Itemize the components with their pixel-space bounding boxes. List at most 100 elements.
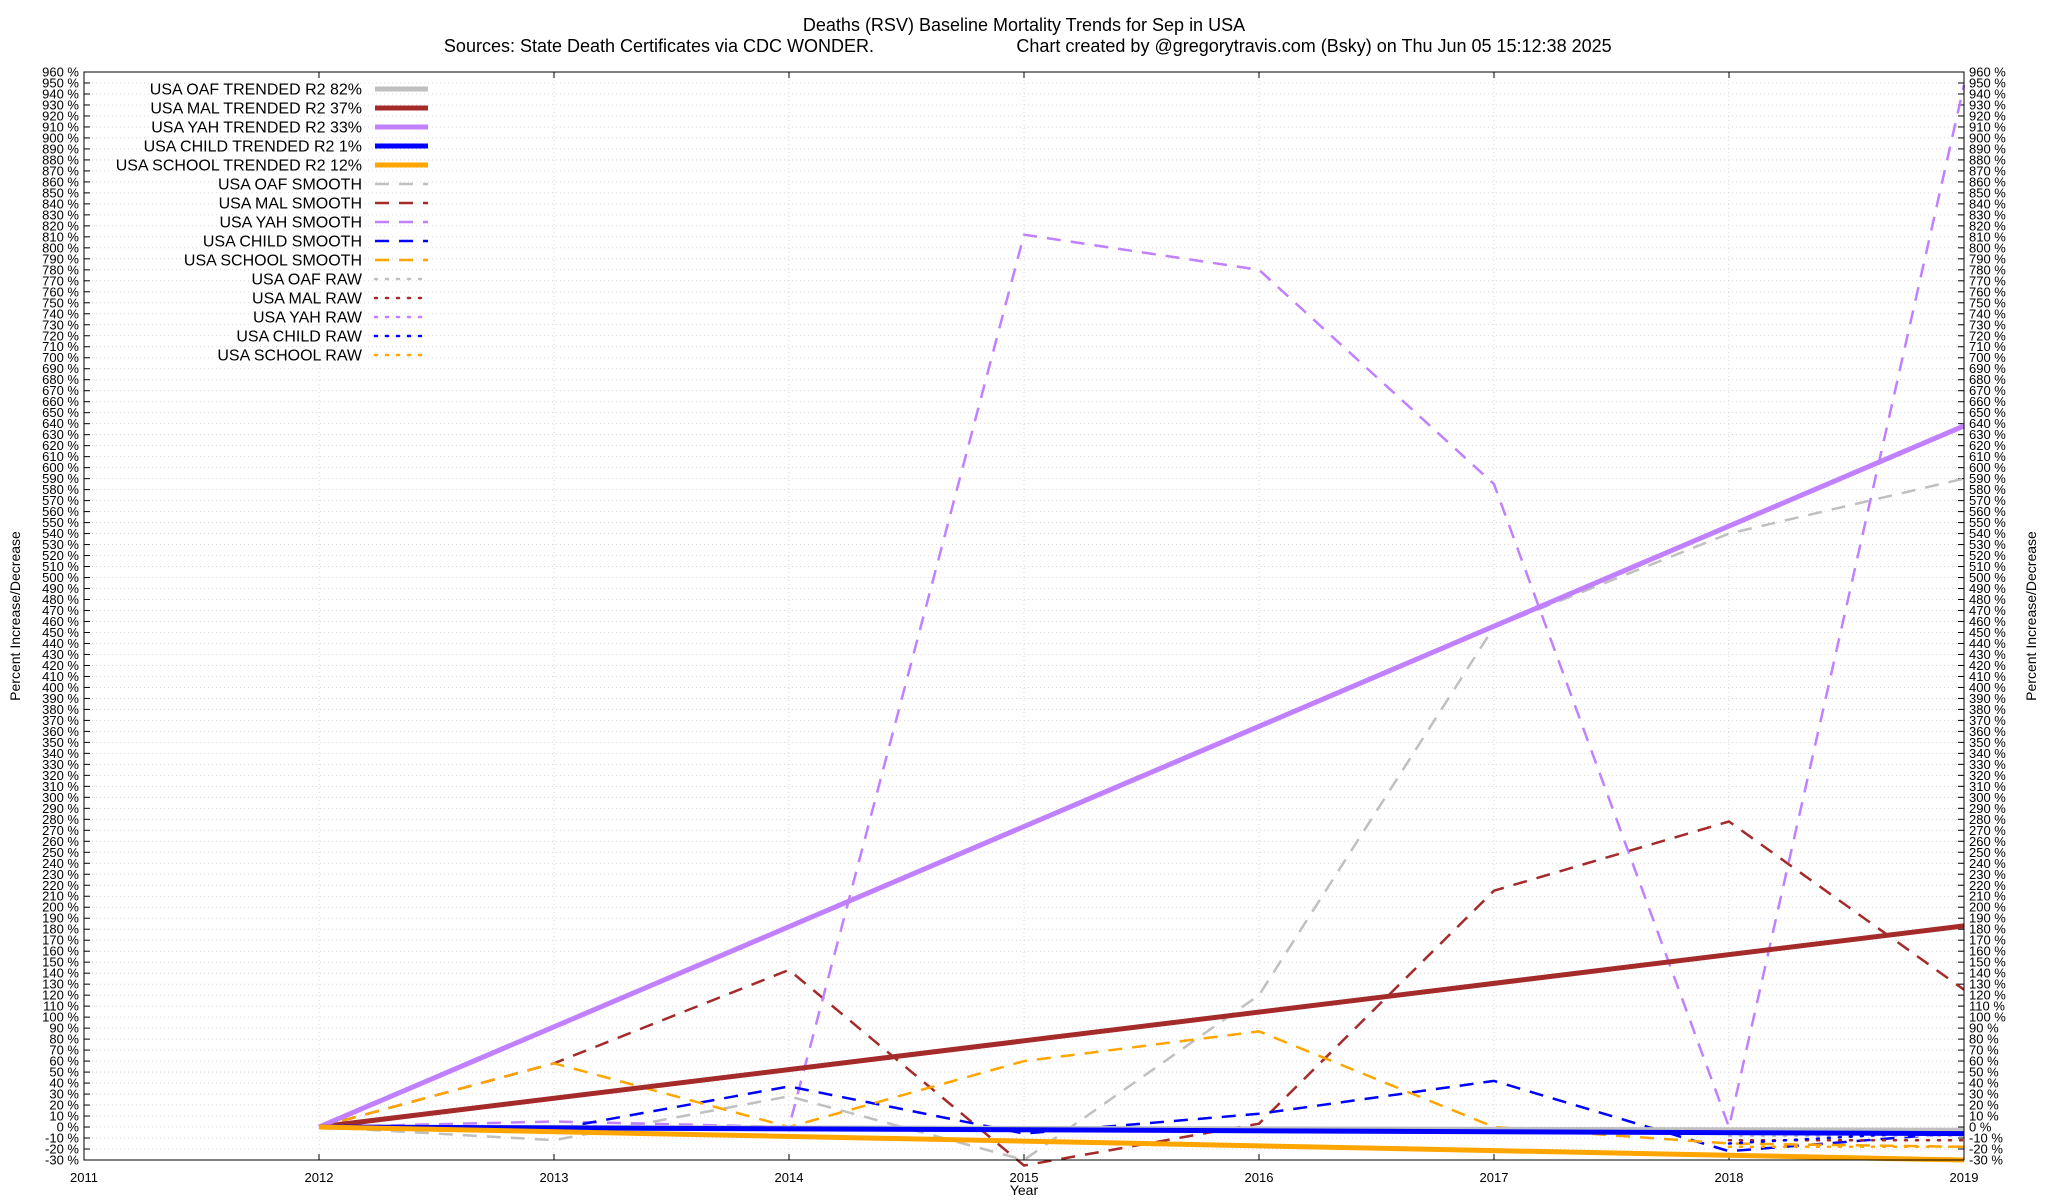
y-tick-label-left: 700 %	[42, 350, 79, 365]
series-line	[318, 423, 1965, 1130]
y-tick-label-left: 800 %	[42, 240, 79, 255]
y-tick-label-left: 190 %	[42, 911, 79, 926]
y-tick-label-left: 870 %	[42, 163, 79, 178]
chart-subtitle-sources: Sources: State Death Certificates via CD…	[444, 36, 874, 56]
y-tick-label-right: 910 %	[1969, 119, 2006, 134]
y-tick-label-right: 240 %	[1969, 856, 2006, 871]
y-tick-label-right: 560 %	[1969, 504, 2006, 519]
y-tick-label-left: 860 %	[42, 174, 79, 189]
legend: USA OAF TRENDED R2 82% USA MAL TRENDED R2…	[116, 82, 430, 365]
y-tick-label-right: 580 %	[1969, 482, 2006, 497]
y-tick-label-right: 290 %	[1969, 801, 2006, 816]
y-tick-label-right: 930 %	[1969, 97, 2006, 112]
legend-entry-label: USA MAL RAW	[252, 291, 363, 308]
y-tick-label-left: 510 %	[42, 559, 79, 574]
y-tick-label-left: 460 %	[42, 614, 79, 629]
y-tick-label-right: 320 %	[1969, 768, 2006, 783]
y-tick-label-left: 220 %	[42, 878, 79, 893]
y-tick-label-right: 90 %	[1969, 1021, 1999, 1036]
x-tick-label: 2013	[540, 1170, 569, 1185]
y-tick-label-right: 180 %	[1969, 922, 2006, 937]
y-tick-label-left: 520 %	[42, 548, 79, 563]
y-tick-label-left: 550 %	[42, 515, 79, 530]
y-tick-label-right: 340 %	[1969, 746, 2006, 761]
y-tick-label-right: 570 %	[1969, 493, 2006, 508]
y-tick-label-right: 20 %	[1969, 1098, 1999, 1113]
y-tick-label-left: 10 %	[49, 1109, 79, 1124]
y-tick-label-right: 500 %	[1969, 570, 2006, 585]
y-tick-label-right: 350 %	[1969, 735, 2006, 750]
y-tick-label-left: 260 %	[42, 834, 79, 849]
y-tick-label-left: 940 %	[42, 86, 79, 101]
y-tick-label-right: 40 %	[1969, 1076, 1999, 1091]
y-tick-label-right: 850 %	[1969, 185, 2006, 200]
x-tick-label: 2012	[305, 1170, 334, 1185]
y-tick-label-right: 550 %	[1969, 515, 2006, 530]
y-tick-label-left: 300 %	[42, 790, 79, 805]
y-tick-label-left: 710 %	[42, 339, 79, 354]
y-tick-label-right: -20 %	[1969, 1142, 2003, 1157]
y-tick-label-left: 560 %	[42, 504, 79, 519]
y-tick-label-right: 520 %	[1969, 548, 2006, 563]
y-tick-label-left: 890 %	[42, 141, 79, 156]
x-tick-label: 2017	[1480, 1170, 1509, 1185]
y-tick-label-left: 430 %	[42, 647, 79, 662]
y-tick-label-left: 920 %	[42, 108, 79, 123]
y-tick-label-right: 470 %	[1969, 603, 2006, 618]
y-tick-label-left: 320 %	[42, 768, 79, 783]
y-tick-label-right: 250 %	[1969, 845, 2006, 860]
y-tick-label-right: 230 %	[1969, 867, 2006, 882]
y-tick-label-left: 290 %	[42, 801, 79, 816]
plot-area-frame	[83, 71, 1965, 1161]
y-tick-label-right: 480 %	[1969, 592, 2006, 607]
y-tick-label-left: 620 %	[42, 438, 79, 453]
y-tick-label-left: 250 %	[42, 845, 79, 860]
y-axis-label-right: Percent Increase/Decrease	[2023, 531, 2039, 701]
y-tick-label-right: 400 %	[1969, 680, 2006, 695]
y-tick-label-left: 340 %	[42, 746, 79, 761]
y-tick-label-left: 410 %	[42, 669, 79, 684]
y-tick-label-right: 200 %	[1969, 900, 2006, 915]
y-tick-label-left: 80 %	[49, 1032, 79, 1047]
legend-entry-label: USA OAF TRENDED R2 82%	[150, 82, 362, 99]
y-tick-label-left: 330 %	[42, 757, 79, 772]
series-layer	[318, 84, 1966, 1167]
series-line	[318, 1124, 1965, 1137]
y-tick-label-right: 800 %	[1969, 240, 2006, 255]
y-tick-label-left: -10 %	[45, 1131, 79, 1146]
y-tick-label-right: 780 %	[1969, 262, 2006, 277]
y-tick-label-left: 280 %	[42, 812, 79, 827]
y-tick-label-left: -30 %	[45, 1153, 79, 1168]
y-tick-label-right: 740 %	[1969, 306, 2006, 321]
y-tick-label-left: 170 %	[42, 933, 79, 948]
legend-entry-label: USA CHILD SMOOTH	[203, 234, 362, 251]
y-tick-label-right: 640 %	[1969, 416, 2006, 431]
y-tick-label-left: 670 %	[42, 383, 79, 398]
y-tick-label-right: 540 %	[1969, 526, 2006, 541]
y-tick-label-right: 690 %	[1969, 361, 2006, 376]
y-tick-label-right: 210 %	[1969, 889, 2006, 904]
y-tick-label-right: 950 %	[1969, 75, 2006, 90]
y-tick-label-right: 890 %	[1969, 141, 2006, 156]
y-tick-label-right: 100 %	[1969, 1010, 2006, 1025]
y-tick-label-left: 660 %	[42, 394, 79, 409]
y-tick-label-right: 590 %	[1969, 471, 2006, 486]
y-tick-label-left: 210 %	[42, 889, 79, 904]
y-tick-label-left: 360 %	[42, 724, 79, 739]
y-tick-label-left: 160 %	[42, 944, 79, 959]
x-axis-label: Year	[1010, 1182, 1039, 1198]
y-tick-label-left: 480 %	[42, 592, 79, 607]
chart-subtitle-credit: Chart created by @gregorytravis.com (Bsk…	[1016, 36, 1611, 56]
y-tick-label-left: 600 %	[42, 460, 79, 475]
y-tick-label-left: 370 %	[42, 713, 79, 728]
series-line	[318, 1030, 1965, 1149]
legend-entry-label: USA MAL TRENDED R2 37%	[150, 101, 362, 118]
y-tick-label-left: 50 %	[49, 1065, 79, 1080]
y-tick-label-left: 720 %	[42, 328, 79, 343]
y-tick-label-left: 830 %	[42, 207, 79, 222]
y-tick-label-right: 450 %	[1969, 625, 2006, 640]
y-tick-label-right: 660 %	[1969, 394, 2006, 409]
y-tick-label-left: 100 %	[42, 1010, 79, 1025]
y-tick-label-left: 240 %	[42, 856, 79, 871]
y-tick-label-left: 790 %	[42, 251, 79, 266]
